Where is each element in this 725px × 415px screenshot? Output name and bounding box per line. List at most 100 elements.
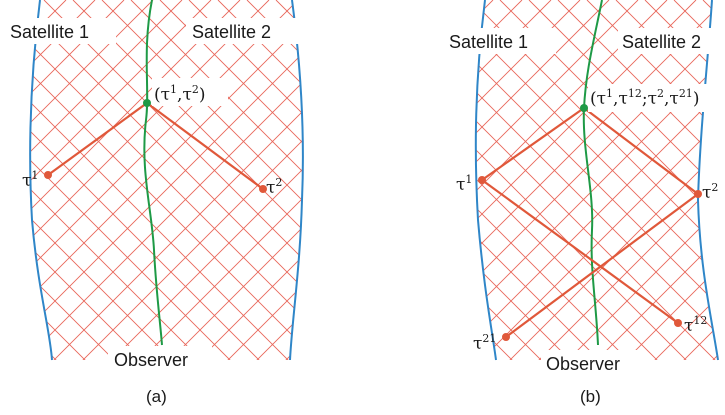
grid-line bbox=[644, 0, 718, 360]
grid-line bbox=[30, 0, 183, 360]
panel-b-signal-chain-2 bbox=[480, 107, 679, 324]
grid-line bbox=[479, 0, 725, 370]
grid-line bbox=[475, 0, 718, 360]
panel-a-observer-worldline bbox=[143, 0, 163, 346]
panel-b-satellite1-worldline bbox=[474, 0, 497, 361]
panel-a-satellite2-worldline bbox=[289, 0, 304, 361]
panel-b-tau1-label: τ1 bbox=[456, 173, 472, 195]
grid-line bbox=[30, 0, 154, 360]
panel-a-satellite2-label-bg bbox=[186, 18, 300, 44]
panel-b-satellite2-label: Satellite 2 bbox=[622, 32, 701, 52]
grid-line bbox=[217, 0, 303, 360]
panel-b-tau21-label: τ21 bbox=[473, 332, 496, 354]
grid-line bbox=[475, 0, 610, 360]
grid-line bbox=[499, 0, 718, 360]
grid-line bbox=[188, 0, 303, 360]
grid-line bbox=[557, 0, 718, 360]
grid-line bbox=[30, 0, 270, 360]
grid-line bbox=[450, 0, 725, 370]
grid-line bbox=[30, 0, 67, 360]
grid-line bbox=[392, 0, 725, 370]
panel-b-satellite2-label-bg bbox=[618, 28, 724, 54]
grid-line bbox=[475, 0, 639, 360]
panel-b-tau2-label: τ2 bbox=[702, 181, 718, 203]
panel-b-event-label-bg bbox=[588, 84, 710, 112]
panel-a-light-cone-grid bbox=[0, 0, 725, 370]
panel-a-satellite2-label: Satellite 2 bbox=[192, 22, 271, 42]
panel-a-event-point bbox=[143, 99, 151, 107]
grid-line bbox=[475, 0, 718, 360]
panel-a-event-label-bg bbox=[152, 78, 228, 106]
grid-line bbox=[475, 0, 552, 360]
panel-b-tau21-point bbox=[502, 333, 510, 341]
panel-a: Satellite 1 Satellite 2 Observer τ1 τ2 (… bbox=[0, 0, 725, 406]
grid-line bbox=[479, 0, 725, 370]
panel-b-tau12-point bbox=[674, 319, 682, 327]
grid-line bbox=[475, 0, 718, 360]
grid-line bbox=[43, 0, 303, 360]
grid-line bbox=[30, 0, 303, 360]
grid-line bbox=[499, 0, 718, 360]
grid-line bbox=[557, 0, 718, 360]
grid-line bbox=[363, 0, 725, 370]
grid-line bbox=[30, 0, 241, 360]
grid-line bbox=[30, 0, 299, 360]
panel-a-observer-label: Observer bbox=[114, 350, 188, 370]
grid-line bbox=[30, 0, 125, 360]
panel-b-observer-label-bg bbox=[541, 350, 645, 376]
grid-line bbox=[30, 0, 67, 360]
grid-line bbox=[475, 0, 581, 360]
grid-line bbox=[586, 0, 718, 360]
panel-a-satellite1-label-bg bbox=[4, 18, 116, 44]
grid-line bbox=[475, 0, 718, 360]
grid-line bbox=[30, 0, 303, 360]
grid-line bbox=[159, 0, 303, 360]
grid-line bbox=[30, 0, 154, 360]
grid-line bbox=[392, 0, 725, 370]
panel-a-tau2-point bbox=[259, 185, 267, 193]
grid-line bbox=[475, 0, 668, 360]
panel-a-tau1-point bbox=[44, 171, 52, 179]
panel-a-signal-from-satellite2 bbox=[146, 102, 264, 190]
grid-line bbox=[475, 0, 494, 360]
grid-line bbox=[30, 0, 241, 360]
panel-b-tau2-point bbox=[694, 190, 702, 198]
panel-b-observer-worldline bbox=[582, 0, 603, 346]
grid-line bbox=[30, 0, 125, 360]
panel-b-event-point bbox=[580, 104, 588, 112]
grid-line bbox=[130, 0, 303, 360]
panel-b-event-label: (τ1,τ12;τ2,τ21) bbox=[590, 87, 699, 109]
grid-line bbox=[30, 0, 183, 360]
panel-a-signal-from-satellite1 bbox=[47, 102, 148, 176]
panel-a-observer-label-bg bbox=[108, 346, 212, 372]
panel-b-light-cone-grid bbox=[475, 0, 718, 360]
grid-line bbox=[334, 0, 704, 370]
panel-a-satellite1-worldline bbox=[29, 0, 53, 361]
grid-line bbox=[30, 0, 212, 360]
grid-line bbox=[475, 0, 718, 360]
panel-a-event-label: (τ1,τ2) bbox=[154, 83, 206, 105]
grid-line bbox=[475, 0, 718, 360]
grid-line bbox=[363, 0, 725, 370]
grid-line bbox=[450, 0, 725, 370]
panel-b: Satellite 1 Satellite 2 Observer τ1 τ2 τ… bbox=[444, 0, 724, 406]
grid-line bbox=[586, 0, 718, 360]
grid-line bbox=[334, 0, 704, 370]
grid-line bbox=[475, 0, 718, 360]
grid-line bbox=[30, 0, 212, 360]
grid-line bbox=[188, 0, 303, 360]
grid-line bbox=[30, 0, 96, 360]
grid-line bbox=[101, 0, 303, 360]
grid-line bbox=[475, 0, 639, 360]
grid-line bbox=[615, 0, 718, 360]
grid-line bbox=[475, 0, 697, 360]
grid-line bbox=[615, 0, 718, 360]
grid-line bbox=[159, 0, 303, 360]
grid-line bbox=[217, 0, 303, 360]
panel-b-satellite2-worldline bbox=[696, 0, 719, 361]
panel-a-satellite1-label: Satellite 1 bbox=[10, 22, 89, 42]
panel-b-caption: (b) bbox=[580, 387, 601, 406]
grid-line bbox=[0, 0, 8, 370]
panel-b-observer-label: Observer bbox=[546, 354, 620, 374]
